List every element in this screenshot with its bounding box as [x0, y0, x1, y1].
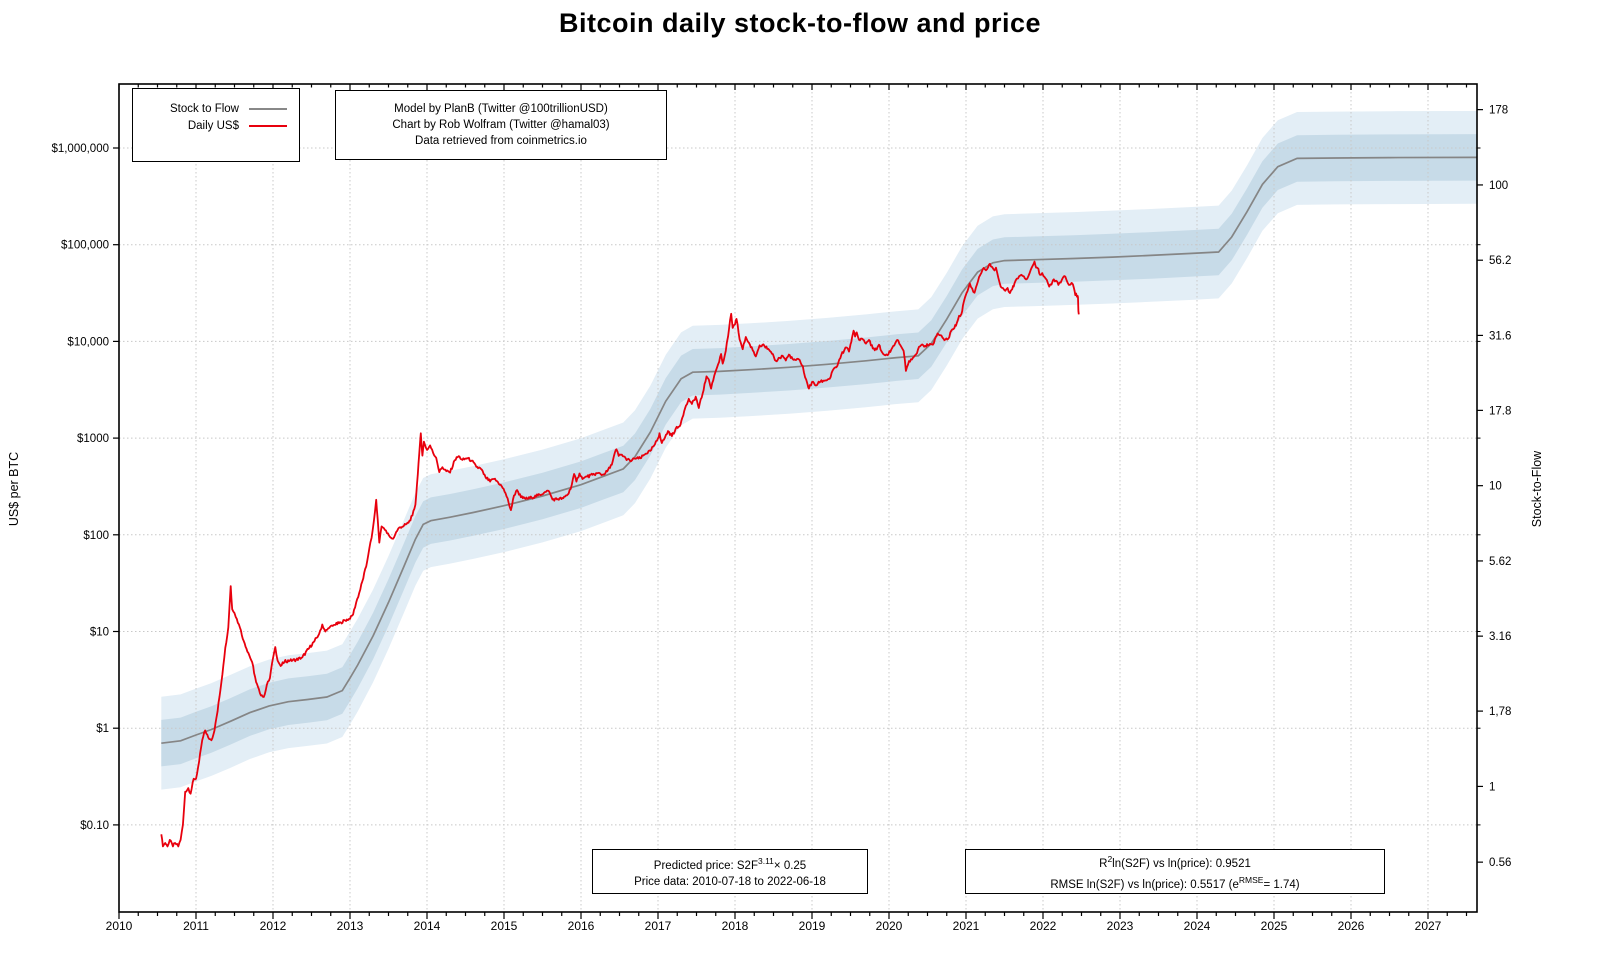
x-tick-label: 2016 [568, 919, 595, 933]
right-tick-label: 10 [1489, 481, 1502, 493]
right-tick-label: 17.8 [1489, 405, 1511, 417]
legend-item-daily-usd: Daily US$ [133, 117, 287, 134]
right-tick-label: 3.16 [1489, 631, 1511, 643]
right-tick-label: 1,78 [1489, 706, 1511, 718]
x-tick-label: 2012 [260, 919, 287, 933]
right-axis-title: Stock-to-Flow [1530, 450, 1544, 528]
right-tick-label: 31.6 [1489, 330, 1511, 342]
x-tick-label: 2013 [337, 919, 364, 933]
confidence-band-outer [161, 111, 1477, 790]
credit-data: Data retrieved from coinmetrics.io [415, 135, 587, 147]
x-tick-label: 2022 [1030, 919, 1057, 933]
x-tick-label: 2015 [491, 919, 518, 933]
right-tick-label: 5.62 [1489, 556, 1511, 568]
x-tick-label: 2023 [1107, 919, 1134, 933]
right-tick-label: 100 [1489, 180, 1508, 192]
confidence-band-inner [161, 134, 1477, 767]
price-data-range: Price data: 2010-07-18 to 2022-06-18 [634, 875, 826, 888]
left-tick-label: $10,000 [67, 336, 109, 348]
x-tick-label: 2024 [1184, 919, 1211, 933]
right-tick-label: 1 [1489, 781, 1495, 793]
left-tick-label: $1000 [77, 433, 109, 445]
legend-label-stock-to-flow: Stock to Flow [169, 102, 239, 115]
left-axis-title: US$ per BTC [7, 451, 21, 527]
right-tick-label: 178 [1489, 105, 1508, 117]
daily-usd-line-swatch [249, 124, 287, 127]
x-tick-label: 2025 [1261, 919, 1288, 933]
x-tick-label: 2020 [876, 919, 903, 933]
legend-label-daily-usd: Daily US$ [187, 119, 239, 132]
legend-item-stock-to-flow: Stock to Flow [133, 100, 287, 117]
left-tick-label: $100 [83, 530, 109, 542]
chart-title: Bitcoin daily stock-to-flow and price [558, 8, 1042, 38]
plot-frame [118, 83, 1478, 913]
fit-stats-box: R2ln(S2F) vs ln(price): 0.9521 RMSE ln(S… [965, 849, 1385, 894]
credit-chart: Chart by Rob Wolfram (Twitter @hamal03) [392, 119, 610, 131]
x-tick-label: 2026 [1338, 919, 1365, 933]
right-tick-label: 0.56 [1489, 857, 1511, 869]
x-tick-label: 2027 [1415, 919, 1442, 933]
stock-to-flow-line-swatch [249, 107, 287, 110]
x-tick-label: 2018 [722, 919, 749, 933]
x-tick-label: 2019 [799, 919, 826, 933]
credits-box: Model by PlanB (Twitter @100trillionUSD)… [335, 90, 667, 160]
left-tick-label: $0.10 [80, 820, 109, 832]
x-tick-label: 2021 [953, 919, 980, 933]
left-tick-label: $1,000,000 [51, 143, 109, 155]
left-tick-label: $10 [90, 627, 109, 639]
credit-model: Model by PlanB (Twitter @100trillionUSD) [394, 103, 608, 115]
daily-usd-price-line [160, 260, 1080, 848]
x-tick-label: 2017 [645, 919, 672, 933]
legend: Stock to Flow Daily US$ [132, 88, 300, 162]
stock-to-flow-line [161, 156, 1477, 745]
x-tick-label: 2011 [183, 919, 209, 933]
right-tick-label: 56.2 [1489, 255, 1511, 267]
rmse-stat: RMSE ln(S2F) vs ln(price): 0.5517 (eRMSE… [1050, 874, 1300, 891]
left-tick-label: $1 [96, 723, 109, 735]
model-formula-box: Predicted price: S2F3.11× 0.25 Price dat… [592, 849, 868, 894]
left-tick-label: $100,000 [61, 240, 109, 252]
x-tick-label: 2010 [106, 919, 133, 933]
r-squared-stat: R2ln(S2F) vs ln(price): 0.9521 [1099, 853, 1251, 870]
x-tick-label: 2014 [414, 919, 441, 933]
predicted-price-formula: Predicted price: S2F3.11× 0.25 [653, 856, 807, 872]
